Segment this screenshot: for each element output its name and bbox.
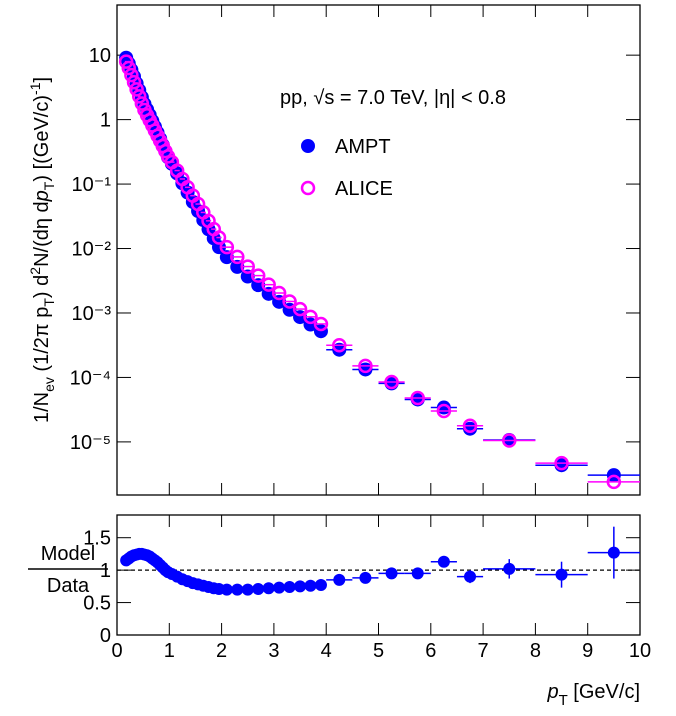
marker	[332, 337, 347, 353]
marker	[313, 316, 329, 332]
x-tick-label: 0	[111, 640, 122, 662]
marker	[303, 309, 318, 325]
marker	[358, 358, 373, 374]
marker	[410, 390, 425, 406]
x-tick-label: 3	[268, 640, 279, 662]
legend-marker	[300, 180, 316, 196]
marker	[384, 374, 399, 390]
marker	[262, 582, 275, 595]
marker	[333, 573, 346, 586]
marker	[462, 418, 478, 434]
y-tick-label: 1	[100, 110, 111, 132]
marker	[464, 570, 477, 583]
marker	[241, 583, 254, 596]
marker	[250, 268, 266, 283]
marker	[211, 230, 227, 245]
marker	[607, 546, 620, 559]
marker	[219, 239, 235, 255]
marker	[411, 567, 424, 580]
marker	[124, 67, 139, 83]
marker	[271, 285, 287, 301]
marker	[437, 555, 450, 568]
marker	[294, 580, 307, 593]
marker	[606, 474, 622, 490]
marker	[118, 54, 134, 69]
x-tick-label: 4	[321, 640, 332, 662]
marker	[283, 581, 296, 593]
marker	[252, 582, 265, 595]
marker	[436, 403, 452, 419]
y-tick-label: 10⁻⁴	[70, 367, 111, 389]
marker	[126, 74, 142, 90]
x-tick-label: 1	[164, 640, 175, 662]
marker	[131, 89, 147, 104]
marker	[292, 301, 308, 317]
marker	[385, 567, 398, 580]
marker	[220, 583, 233, 596]
marker	[332, 342, 347, 357]
y-tick-label: 10⁻³	[72, 303, 112, 325]
marker	[240, 269, 255, 284]
marker	[261, 277, 276, 292]
legend-label: ALICE	[335, 178, 393, 200]
marker	[273, 581, 286, 594]
x-tick-label: 5	[373, 640, 384, 662]
x-tick-label: 2	[216, 640, 227, 662]
marker	[240, 259, 255, 274]
legend-label: AMPT	[335, 136, 391, 158]
marker	[314, 579, 327, 592]
y-tick-label: 10⁻¹	[72, 174, 112, 196]
marker	[555, 568, 568, 581]
x-tick-label: 9	[582, 640, 593, 662]
x-tick-label: 10	[629, 640, 651, 662]
y-tick-label: 10⁻²	[72, 239, 112, 261]
marker	[554, 455, 569, 471]
annotation: pp, √s = 7.0 TeV, |η| < 0.8	[280, 87, 506, 109]
marker	[282, 294, 297, 309]
marker	[121, 60, 137, 76]
marker	[129, 82, 144, 97]
ratio-label-top: Model	[41, 543, 95, 565]
y-tick-label: 1.5	[83, 528, 111, 550]
legend-marker	[301, 139, 315, 153]
y-tick-label: 0.5	[83, 593, 111, 615]
marker	[231, 583, 244, 596]
marker	[502, 433, 517, 448]
x-tick-label: 8	[530, 640, 541, 662]
marker	[219, 250, 234, 265]
y-tick-label: 1	[100, 560, 111, 582]
x-tick-label: 7	[478, 640, 489, 662]
marker	[503, 562, 516, 575]
marker	[230, 259, 245, 274]
marker	[304, 579, 317, 592]
x-axis-title: pT [GeV/c]	[546, 681, 640, 709]
y-tick-label: 10⁻⁵	[70, 432, 111, 454]
marker	[359, 571, 372, 584]
upper-frame	[116, 4, 641, 496]
y-axis-title: 1/Nev (1/2π pT) d2N/(dη dpT) [(GeV/c)-1]	[27, 77, 57, 423]
y-tick-label: 10	[89, 45, 111, 67]
marker	[134, 96, 150, 111]
marker	[230, 249, 245, 265]
ratio-label-bottom: Data	[47, 575, 90, 597]
x-tick-label: 6	[425, 640, 436, 662]
y-tick-label: 0	[100, 625, 111, 647]
